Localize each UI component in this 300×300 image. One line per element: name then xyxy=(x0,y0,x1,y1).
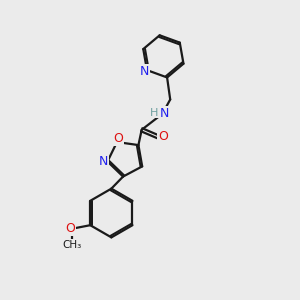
Text: O: O xyxy=(113,132,123,145)
Text: N: N xyxy=(98,155,108,168)
Text: CH₃: CH₃ xyxy=(62,240,82,250)
Text: O: O xyxy=(158,130,168,143)
Text: N: N xyxy=(160,106,170,120)
Text: H: H xyxy=(150,108,159,118)
Text: O: O xyxy=(65,222,75,235)
Text: N: N xyxy=(140,65,149,78)
